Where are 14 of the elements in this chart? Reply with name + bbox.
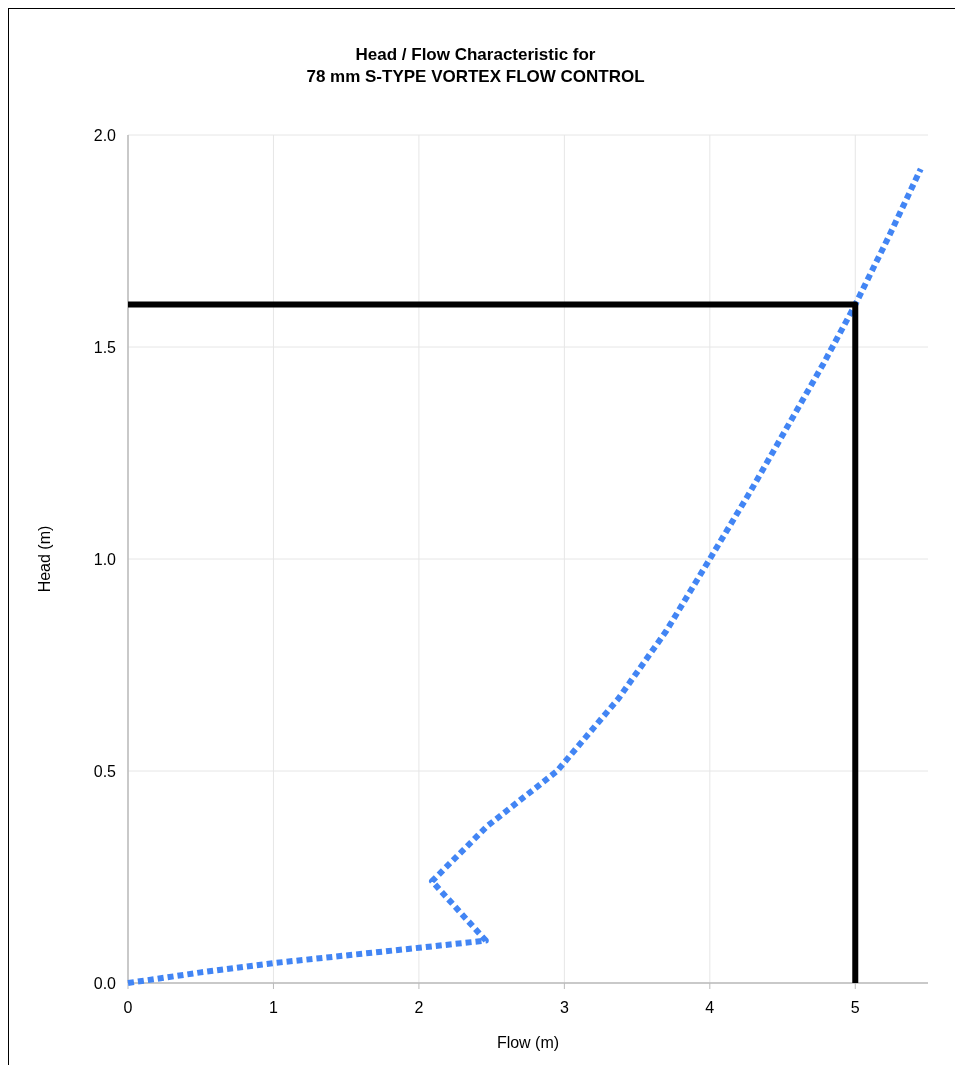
y-tick-label: 1.0: [93, 551, 117, 568]
chart-title: Head / Flow Characteristic for 78 mm S-TYPE VORTEX FLOW CONTROL: [306, 45, 645, 86]
x-tick-label: 0: [123, 999, 133, 1016]
y-tick-label: 1.5: [93, 339, 117, 356]
y-axis-title: Head (m): [36, 525, 53, 593]
x-tick-label: 5: [850, 999, 860, 1016]
x-axis-title: Flow (m): [496, 1034, 560, 1051]
x-tick-label: 1: [269, 999, 278, 1016]
y-tick-label: 0.5: [93, 763, 117, 780]
x-tick-label: 4: [705, 999, 715, 1016]
x-tick-label: 2: [414, 999, 424, 1016]
x-tick-label: 3: [559, 999, 569, 1016]
y-tick-label: 2.0: [93, 127, 117, 144]
y-tick-label: 0.0: [93, 975, 117, 992]
